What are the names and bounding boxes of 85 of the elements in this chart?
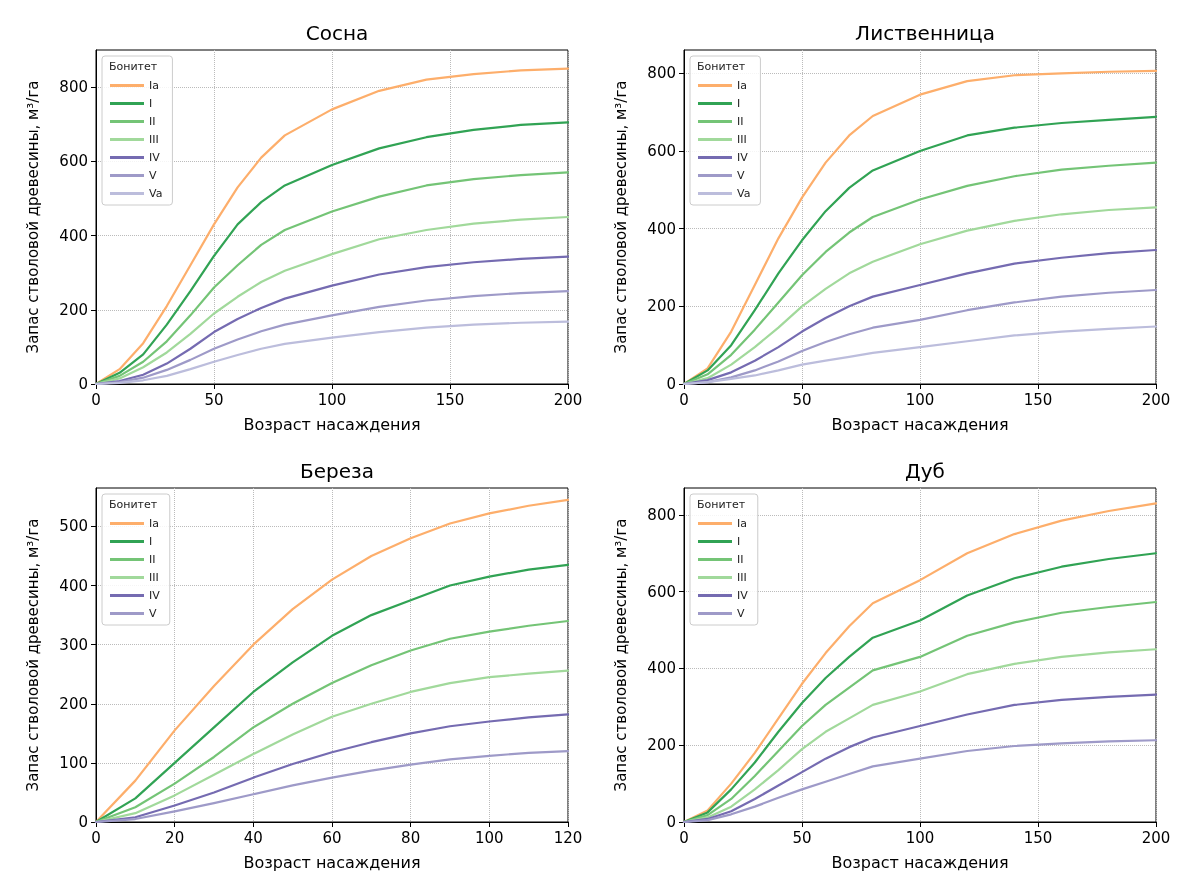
legend-label: I [149, 535, 153, 548]
x-tick-label: 50 [204, 390, 224, 409]
y-axis-title: Запас стволовой древесины, м³/га [23, 80, 42, 354]
y-tick-label: 400 [647, 219, 676, 238]
legend-label: IV [149, 151, 161, 164]
legend-label: Ia [149, 517, 159, 530]
y-tick-label: 100 [59, 753, 88, 772]
x-tick-label: 200 [553, 390, 583, 409]
y-tick-label: 300 [59, 635, 88, 654]
legend-label: III [737, 133, 747, 146]
legend-label: IV [737, 151, 749, 164]
y-tick-label: 0 [666, 375, 676, 393]
y-tick-label: 800 [647, 505, 676, 524]
legend-label: IV [737, 589, 749, 602]
legend-title: Бонитет [697, 498, 746, 511]
x-tick-label: 120 [553, 828, 583, 847]
legend-label: III [149, 571, 159, 584]
x-axis-title: Возраст насаждения [243, 414, 421, 434]
legend-label: I [149, 97, 153, 110]
x-tick-label: 50 [792, 390, 812, 409]
y-tick-label: 0 [78, 375, 88, 393]
y-tick-label: 500 [59, 517, 88, 536]
chart-title: Лиственница [855, 21, 995, 45]
x-axis-title: Возраст насаждения [831, 414, 1009, 434]
legend-label: II [149, 553, 156, 566]
legend-label: Ia [737, 517, 747, 530]
x-tick-label: 80 [401, 828, 421, 847]
y-tick-label: 200 [647, 736, 676, 755]
legend-title: Бонитет [697, 60, 746, 73]
legend-label: II [737, 115, 744, 128]
legend-label: V [737, 607, 745, 620]
y-tick-label: 600 [647, 141, 676, 160]
legend-label: III [149, 133, 159, 146]
y-tick-label: 400 [59, 226, 88, 245]
chart-title: Дуб [905, 459, 945, 483]
legend-label: V [149, 607, 157, 620]
x-tick-label: 0 [91, 390, 101, 409]
x-tick-label: 100 [475, 828, 504, 847]
x-tick-label: 150 [1023, 390, 1053, 409]
x-tick-label: 200 [1141, 828, 1171, 847]
chart-title: Береза [300, 459, 374, 483]
x-tick-label: 150 [1023, 828, 1053, 847]
legend-label: V [149, 169, 157, 182]
x-tick-label: 100 [905, 390, 935, 409]
legend-label: IV [149, 589, 161, 602]
legend-label: II [737, 553, 744, 566]
x-tick-label: 50 [792, 828, 812, 847]
y-tick-label: 200 [59, 694, 88, 713]
y-tick-label: 0 [78, 813, 88, 831]
x-tick-label: 60 [322, 828, 342, 847]
y-axis-title: Запас стволовой древесины, м³/га [611, 80, 630, 354]
y-axis-title: Запас стволовой древесины, м³/га [611, 518, 630, 792]
x-tick-label: 20 [165, 828, 185, 847]
y-tick-label: 200 [647, 297, 676, 316]
legend-title: Бонитет [109, 60, 158, 73]
x-tick-label: 100 [905, 828, 935, 847]
legend-label: I [737, 97, 741, 110]
legend-title: Бонитет [109, 498, 158, 511]
legend-label: Ia [149, 79, 159, 92]
legend-label: I [737, 535, 741, 548]
legend-label: II [149, 115, 156, 128]
x-axis-title: Возраст насаждения [243, 852, 421, 872]
legend-label: Ia [737, 79, 747, 92]
x-tick-label: 150 [435, 390, 465, 409]
y-tick-label: 400 [647, 659, 676, 678]
x-tick-label: 200 [1141, 390, 1171, 409]
y-axis-title: Запас стволовой древесины, м³/га [23, 518, 42, 792]
y-tick-label: 400 [59, 576, 88, 595]
legend-label: Va [737, 187, 751, 200]
legend-label: Va [149, 187, 163, 200]
x-tick-label: 0 [679, 828, 689, 847]
x-tick-label: 100 [317, 390, 347, 409]
y-tick-label: 800 [647, 64, 676, 83]
legend-label: V [737, 169, 745, 182]
y-tick-label: 600 [647, 582, 676, 601]
chart-title: Сосна [305, 21, 369, 45]
x-tick-label: 40 [243, 828, 263, 847]
y-tick-label: 0 [666, 813, 676, 831]
x-tick-label: 0 [679, 390, 689, 409]
x-axis-title: Возраст насаждения [831, 852, 1009, 872]
legend-label: III [737, 571, 747, 584]
y-tick-label: 200 [59, 300, 88, 319]
y-tick-label: 800 [59, 78, 88, 97]
x-tick-label: 0 [91, 828, 101, 847]
y-tick-label: 600 [59, 152, 88, 171]
